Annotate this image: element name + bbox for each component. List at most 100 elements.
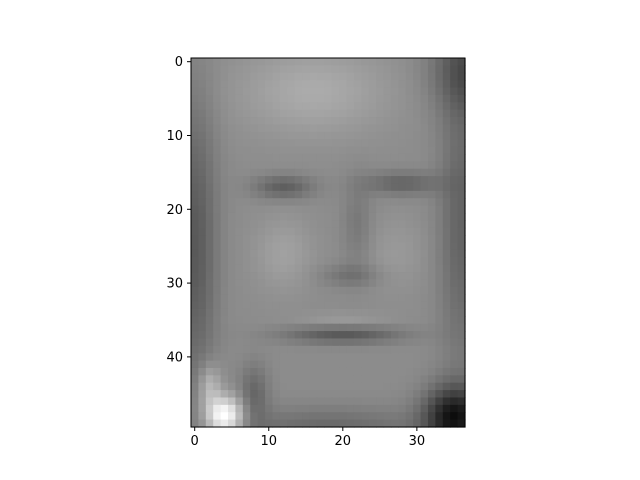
heatmap-cell [235, 279, 244, 288]
heatmap-cell [279, 286, 288, 295]
heatmap-cell [442, 220, 451, 229]
heatmap-cell [368, 390, 377, 399]
heatmap-cell [413, 257, 422, 266]
heatmap-cell [257, 412, 266, 421]
heatmap-cell [213, 375, 222, 384]
heatmap-cell [361, 227, 370, 236]
heatmap-cell [316, 131, 325, 140]
heatmap-cell [383, 153, 392, 162]
heatmap-cell [213, 397, 222, 406]
heatmap-cell [457, 72, 466, 81]
heatmap-cell [213, 212, 222, 221]
heatmap-cell [250, 382, 259, 391]
heatmap-cell [316, 117, 325, 126]
heatmap-cell [398, 124, 407, 133]
heatmap-cell [287, 183, 296, 192]
heatmap-cell [331, 367, 340, 376]
heatmap-cell [450, 249, 459, 258]
heatmap-cell [368, 146, 377, 155]
heatmap-cell [346, 367, 355, 376]
heatmap-cell [309, 301, 318, 310]
heatmap-cell [398, 153, 407, 162]
heatmap-cell [376, 102, 385, 111]
heatmap-cell [339, 294, 348, 303]
heatmap-cell [450, 301, 459, 310]
heatmap-cell [339, 94, 348, 103]
heatmap-cell [272, 338, 281, 347]
heatmap-cell [398, 331, 407, 340]
heatmap-cell [383, 279, 392, 288]
heatmap-cell [279, 161, 288, 170]
heatmap-cell [427, 139, 436, 148]
heatmap-cell [442, 360, 451, 369]
heatmap-cell [294, 331, 303, 340]
heatmap-cell [435, 412, 444, 421]
heatmap-cell [353, 124, 362, 133]
heatmap-cell [368, 272, 377, 280]
heatmap-cell [331, 257, 340, 266]
heatmap-cell [257, 161, 266, 170]
heatmap-cell [427, 212, 436, 221]
heatmap-cell [228, 375, 237, 384]
heatmap-cell [198, 131, 207, 140]
heatmap-cell [390, 205, 399, 214]
heatmap-cell [346, 220, 355, 229]
heatmap-cell [294, 353, 303, 362]
heatmap-cell [265, 183, 274, 192]
heatmap-cell [427, 279, 436, 288]
heatmap-cell [316, 264, 325, 273]
heatmap-cell [213, 419, 222, 428]
heatmap-cell [205, 316, 214, 325]
heatmap-cell [331, 345, 340, 354]
heatmap-cell [398, 382, 407, 391]
heatmap-cell [353, 161, 362, 170]
heatmap-cell [309, 146, 318, 155]
heatmap-cell [383, 161, 392, 170]
heatmap-cell [353, 279, 362, 288]
heatmap-cell [390, 117, 399, 126]
heatmap-cell [265, 117, 274, 126]
heatmap-cell [353, 375, 362, 384]
heatmap-cell [302, 220, 311, 229]
heatmap-cell [376, 419, 385, 428]
heatmap-cell [198, 176, 207, 185]
heatmap-cell [442, 375, 451, 384]
heatmap-cell [228, 124, 237, 133]
heatmap-cell [435, 353, 444, 362]
heatmap-cell [435, 316, 444, 325]
heatmap-cell [361, 397, 370, 406]
heatmap-cell [339, 146, 348, 155]
heatmap-cell [405, 227, 414, 236]
heatmap-cell [435, 87, 444, 96]
heatmap-cell [442, 286, 451, 295]
heatmap-cell [309, 212, 318, 221]
heatmap-cell [413, 176, 422, 185]
heatmap-cell [191, 272, 200, 280]
heatmap-cell [257, 124, 266, 133]
heatmap-cell [250, 94, 259, 103]
heatmap-cell [413, 286, 422, 295]
heatmap-cell [235, 360, 244, 369]
heatmap-cell [398, 190, 407, 199]
heatmap-cell [302, 301, 311, 310]
heatmap-cell [316, 249, 325, 258]
heatmap-cell [287, 94, 296, 103]
heatmap-cell [198, 419, 207, 428]
heatmap-cell [376, 382, 385, 391]
heatmap-cell [228, 139, 237, 148]
heatmap-cell [339, 161, 348, 170]
heatmap-cell [257, 345, 266, 354]
heatmap-cell [361, 205, 370, 214]
heatmap-cell [257, 382, 266, 391]
heatmap-cell [198, 316, 207, 325]
heatmap-cell [257, 323, 266, 332]
heatmap-cell [383, 139, 392, 148]
heatmap-cell [435, 323, 444, 332]
heatmap-cell [309, 183, 318, 192]
heatmap-cell [294, 146, 303, 155]
heatmap-cell [331, 153, 340, 162]
heatmap-cell [265, 404, 274, 413]
heatmap-cell [413, 338, 422, 347]
heatmap-cell [427, 412, 436, 421]
heatmap-cell [324, 323, 333, 332]
